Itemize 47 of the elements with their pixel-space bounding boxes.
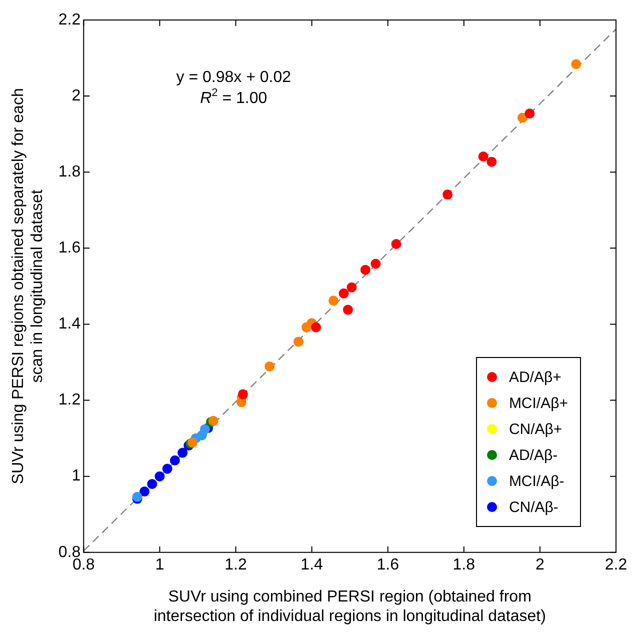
y-axis-title: SUVr using PERSI regions obtained separately for each scan in longitudinal dataset: [10, 88, 46, 484]
y-tick-label: 1: [72, 468, 81, 485]
point: [338, 288, 349, 298]
y-tick-label: 1.8: [58, 164, 81, 181]
y-tick-label: 2.2: [58, 11, 81, 28]
legend-label: AD/Aβ+: [508, 368, 562, 386]
y-tick-label: 1.2: [58, 392, 81, 409]
x-tick-label: 1: [155, 556, 164, 574]
x-tick-label: 2: [535, 556, 544, 574]
x-axis-title: SUVr using combined PERSI region (obtained from intersection of individual regions in longitudinal dataset): [154, 588, 546, 625]
legend-label: CN/Aβ-: [508, 498, 558, 516]
point: [517, 112, 528, 123]
point: [486, 156, 497, 167]
x-tick-label: 2.2: [604, 556, 628, 574]
point: [238, 389, 248, 400]
x-tick-label: 1.6: [376, 556, 400, 574]
point: [342, 304, 353, 315]
point: [162, 464, 172, 474]
point: [147, 478, 158, 489]
point: [264, 361, 275, 372]
point: [478, 152, 488, 162]
point: [442, 190, 453, 200]
x-tick-label: 1.4: [300, 556, 324, 574]
point: [310, 322, 321, 332]
point: [293, 336, 304, 347]
legend-label: CN/Aβ+: [508, 420, 562, 438]
y-tick-label: 2: [72, 87, 81, 104]
point: [524, 108, 535, 119]
legend-label: AD/Aβ-: [508, 446, 558, 464]
point: [571, 59, 582, 70]
point: [178, 448, 188, 458]
y-tick-label: 1.6: [58, 240, 81, 257]
point: [139, 486, 150, 497]
x-tick-label: 1.2: [224, 556, 247, 574]
point: [154, 471, 165, 482]
annotation: y = 0.98x + 0.02: [176, 69, 292, 86]
point: [170, 455, 180, 466]
x-tick-label: 1.8: [452, 556, 476, 574]
y-tick-label: 1.4: [58, 316, 81, 333]
legend-label: MCI/Aβ-: [508, 472, 564, 490]
point: [360, 264, 370, 275]
point: [301, 322, 312, 332]
point: [346, 282, 357, 292]
point: [328, 296, 338, 306]
point: [391, 238, 402, 249]
point: [370, 258, 381, 269]
legend-label: MCI/Aβ+: [508, 394, 568, 412]
